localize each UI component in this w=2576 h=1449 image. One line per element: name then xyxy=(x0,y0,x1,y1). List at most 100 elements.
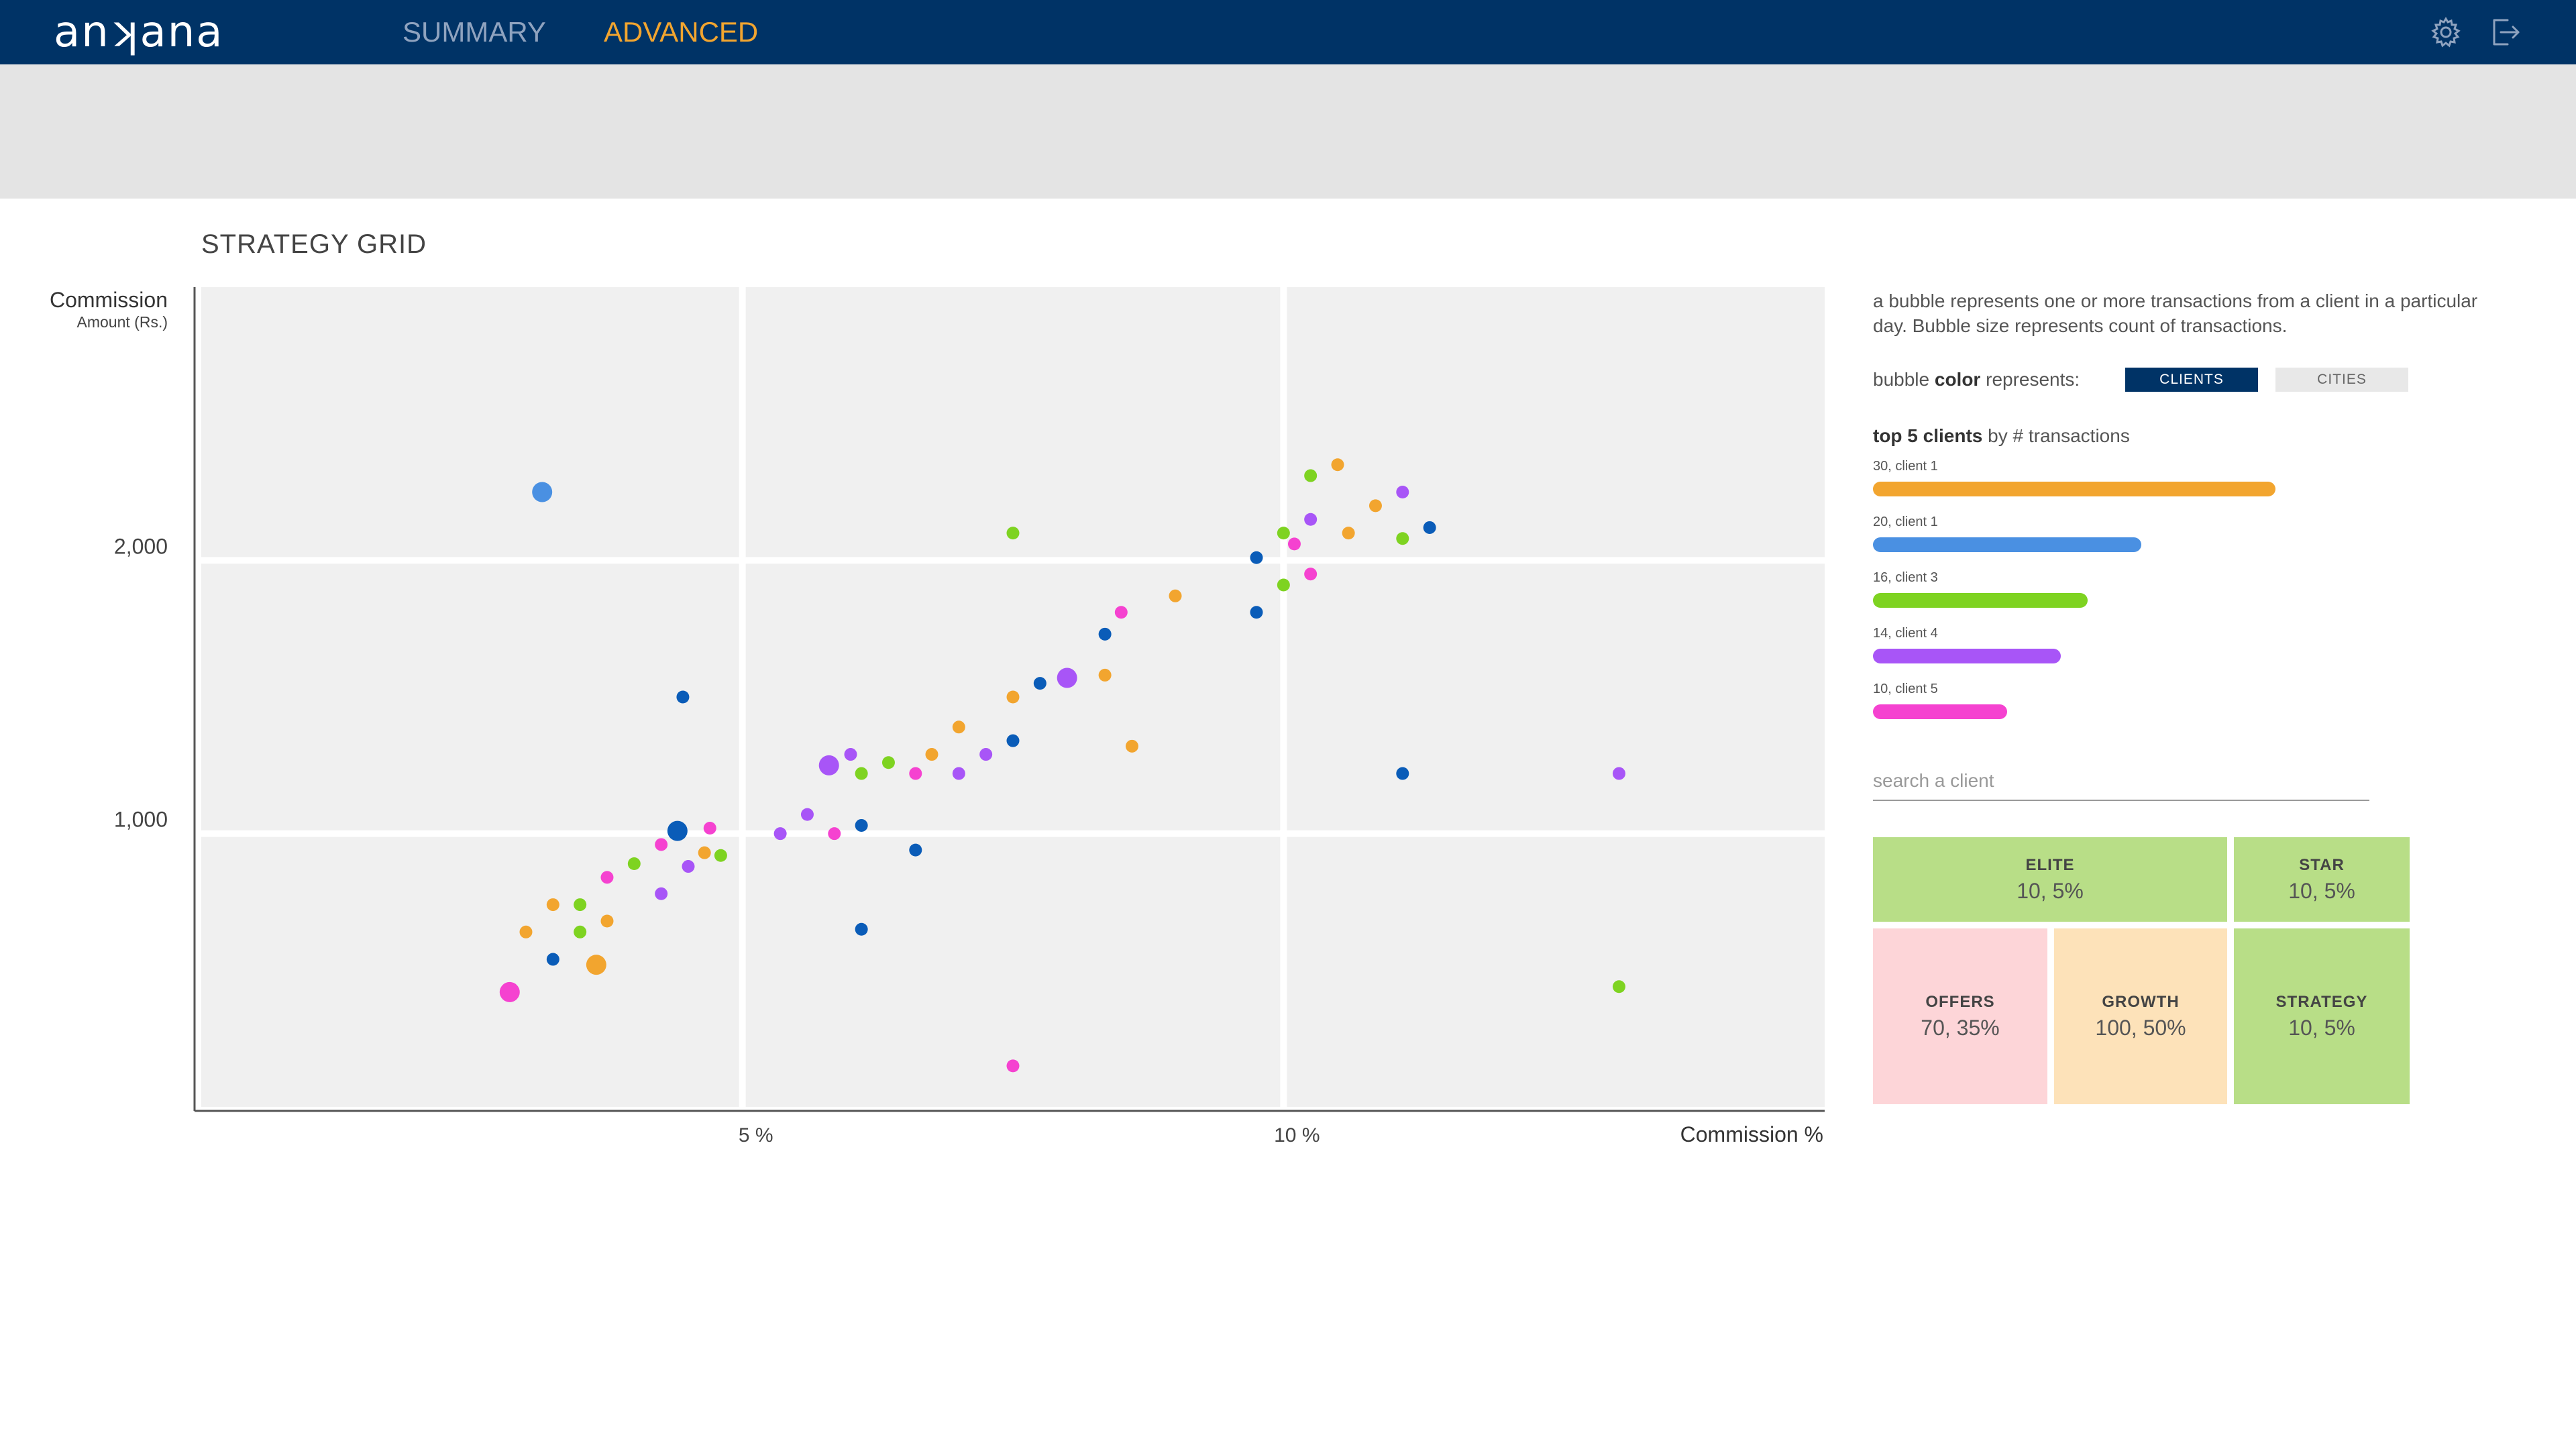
bubble-point[interactable] xyxy=(714,849,727,862)
bubble-point[interactable] xyxy=(1098,627,1112,641)
bubble-point[interactable] xyxy=(703,822,716,835)
bubble-point[interactable] xyxy=(1006,1059,1020,1073)
bubble-point[interactable] xyxy=(1006,690,1020,704)
bubble-point[interactable] xyxy=(909,767,922,780)
top5-title-bold: top 5 clients xyxy=(1873,425,1983,446)
logout-icon xyxy=(2493,19,2520,46)
bubble-point[interactable] xyxy=(952,767,965,780)
bubble-point[interactable] xyxy=(499,981,520,1002)
bubble-point[interactable] xyxy=(1304,568,1318,581)
bubble-point[interactable] xyxy=(682,860,695,873)
bubble-point[interactable] xyxy=(655,887,668,900)
bubble-point[interactable] xyxy=(600,914,614,928)
tile-name: ELITE xyxy=(2025,855,2075,874)
bubble-point[interactable] xyxy=(1114,606,1128,619)
list-item[interactable]: 10, client 5 xyxy=(1873,682,2410,729)
top-bar: anʞana SUMMARY ADVANCED xyxy=(0,0,2576,64)
bubble-point[interactable] xyxy=(1006,734,1020,747)
bubble-point[interactable] xyxy=(925,748,938,761)
top5-label: 30, client 1 xyxy=(1873,459,1938,474)
top5-label: 14, client 4 xyxy=(1873,626,1938,641)
bubble-point[interactable] xyxy=(855,767,868,780)
bubble-point[interactable] xyxy=(519,925,533,938)
bubble-point[interactable] xyxy=(532,482,553,502)
clients-toggle-button[interactable]: CLIENTS xyxy=(2125,368,2258,392)
cities-toggle-button[interactable]: CITIES xyxy=(2275,368,2408,392)
bubble-point[interactable] xyxy=(979,748,993,761)
bubble-point[interactable] xyxy=(600,871,614,884)
top5-bar xyxy=(1873,537,2141,552)
bubble-point[interactable] xyxy=(855,922,868,936)
bubble-point[interactable] xyxy=(586,955,606,975)
bubble-point[interactable] xyxy=(546,898,559,912)
bubble-point[interactable] xyxy=(1342,527,1355,540)
bubble-point[interactable] xyxy=(546,953,559,966)
bubble-point[interactable] xyxy=(1006,527,1020,540)
list-item[interactable]: 14, client 4 xyxy=(1873,626,2410,673)
bubble-point[interactable] xyxy=(667,820,688,841)
color-label-bold: color xyxy=(1934,369,1981,390)
bubble-point[interactable] xyxy=(1612,980,1625,994)
bubble-point[interactable] xyxy=(828,827,841,841)
bubble-point[interactable] xyxy=(844,748,857,761)
bubble-point[interactable] xyxy=(676,690,690,704)
bubble-point[interactable] xyxy=(773,827,787,841)
top5-bar xyxy=(1873,593,2088,608)
bubble-point[interactable] xyxy=(800,808,814,821)
tab-advanced[interactable]: ADVANCED xyxy=(604,16,759,48)
bubble-point[interactable] xyxy=(1331,458,1344,472)
list-item[interactable]: 30, client 1 xyxy=(1873,459,2410,506)
quadrant-cell xyxy=(1287,287,1825,557)
bubble-point[interactable] xyxy=(655,838,668,851)
bubble-point[interactable] xyxy=(1057,667,1077,688)
bubble-point[interactable] xyxy=(1169,589,1182,602)
bubble-point[interactable] xyxy=(1396,532,1409,545)
settings-button[interactable] xyxy=(2428,15,2463,50)
app-logo[interactable]: anʞana xyxy=(54,7,224,57)
bubble-point[interactable] xyxy=(1368,499,1382,513)
tile-value: 100, 50% xyxy=(2095,1015,2186,1040)
bubble-point[interactable] xyxy=(574,898,587,912)
top5-title-rest: by # transactions xyxy=(1982,425,2130,446)
bubble-point[interactable] xyxy=(855,818,868,832)
bubble-point[interactable] xyxy=(952,720,965,734)
segment-tile-star[interactable]: STAR 10, 5% xyxy=(2234,837,2410,922)
bubble-point[interactable] xyxy=(698,846,711,859)
tab-summary[interactable]: SUMMARY xyxy=(402,16,546,48)
bubble-point[interactable] xyxy=(1250,551,1263,564)
tile-name: GROWTH xyxy=(2102,992,2180,1011)
bubble-point[interactable] xyxy=(1304,513,1318,526)
tile-value: 70, 35% xyxy=(1921,1015,2000,1040)
bubble-point[interactable] xyxy=(627,857,641,870)
bubble-point[interactable] xyxy=(1612,767,1625,780)
quadrant-cell xyxy=(201,564,739,830)
segment-tile-strategy[interactable]: STRATEGY 10, 5% xyxy=(2234,928,2410,1104)
list-item[interactable]: 16, client 3 xyxy=(1873,570,2410,617)
bubble-point[interactable] xyxy=(909,843,922,857)
bubble-point[interactable] xyxy=(1098,668,1112,682)
segment-tile-growth[interactable]: GROWTH 100, 50% xyxy=(2054,928,2227,1104)
quadrant-cell xyxy=(1287,837,1825,1107)
list-item[interactable]: 20, client 1 xyxy=(1873,515,2410,561)
y-tick-label: 2,000 xyxy=(114,534,168,558)
bubble-point[interactable] xyxy=(1396,486,1409,498)
bubble-point[interactable] xyxy=(818,755,839,775)
bubble-point[interactable] xyxy=(1033,677,1046,690)
bubble-point[interactable] xyxy=(1250,606,1263,619)
bubble-point[interactable] xyxy=(1287,537,1301,551)
logout-button[interactable] xyxy=(2487,15,2522,50)
bubble-point[interactable] xyxy=(1423,521,1436,534)
segment-tile-offers[interactable]: OFFERS 70, 35% xyxy=(1873,928,2047,1104)
bubble-point[interactable] xyxy=(1277,578,1290,592)
bubble-point[interactable] xyxy=(1396,767,1409,780)
tile-name: STRATEGY xyxy=(2275,992,2368,1011)
segment-tile-elite[interactable]: ELITE 10, 5% xyxy=(1873,837,2227,922)
bubble-point[interactable] xyxy=(1277,527,1290,540)
bubble-point[interactable] xyxy=(1304,469,1318,482)
client-search-input[interactable] xyxy=(1873,765,2369,797)
bubble-point[interactable] xyxy=(881,756,895,769)
bubble-point[interactable] xyxy=(1125,739,1138,753)
bubble-point[interactable] xyxy=(574,925,587,938)
chart-axes xyxy=(193,287,1825,1112)
top5-label: 16, client 3 xyxy=(1873,570,1938,585)
